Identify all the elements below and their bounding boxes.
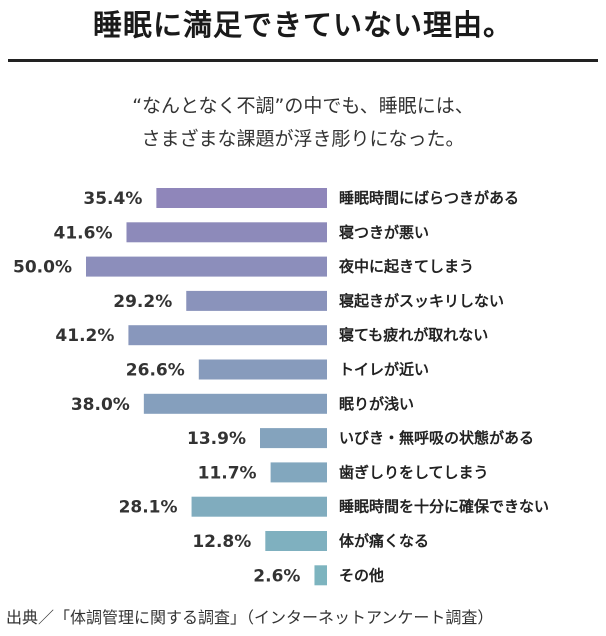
bar [86, 256, 327, 277]
value-label: 11.7% [198, 463, 257, 483]
bar [143, 393, 327, 414]
category-label: トイレが近い [339, 361, 429, 379]
category-label: 歯ぎしりをしてしまう [339, 463, 489, 481]
value-label: 35.4% [83, 189, 142, 209]
value-label: 12.8% [192, 532, 251, 552]
bar [191, 496, 327, 517]
value-label: 2.6% [253, 566, 300, 586]
category-label: 体が痛くなる [339, 532, 429, 550]
category-label: 寝つきが悪い [339, 223, 429, 241]
value-label: 50.0% [13, 258, 72, 278]
bar [186, 290, 327, 311]
chart-title: 睡眠に満足できていない理由。 [92, 8, 513, 42]
bar [128, 325, 327, 346]
chart-subtitle: “なんとなく不調”の中でも、睡眠には、 さまざまな課題が浮き彫りになった。 [0, 90, 606, 156]
bar [260, 428, 327, 449]
value-label: 38.0% [71, 395, 130, 415]
bar [265, 531, 327, 551]
bar [198, 359, 327, 380]
category-label: 寝起きがスッキリしない [339, 292, 504, 310]
value-label: 26.6% [126, 361, 185, 381]
source-footnote: 出典／「体調管理に関する調査」（インターネットアンケート調査） [6, 608, 494, 627]
category-label: 眠りが浅い [339, 395, 414, 413]
value-label: 13.9% [187, 429, 246, 449]
bar [156, 188, 327, 208]
category-label: 寝ても疲れが取れない [339, 326, 488, 344]
category-label: 睡眠時間にばらつきがある [339, 189, 519, 207]
bar [270, 462, 327, 483]
value-label: 28.1% [119, 498, 178, 518]
title-underline [8, 59, 598, 62]
value-label: 29.2% [113, 292, 172, 312]
bar-chart: 35.4% 睡眠時間にばらつきがある 41.6% 寝つきが悪い 50.0% 夜中に起きてし… [13, 188, 549, 586]
category-label: いびき・無呼吸の状態がある [339, 429, 534, 447]
bar [126, 222, 327, 243]
bar [314, 565, 327, 586]
category-label: 睡眠時間を十分に確保できない [339, 498, 549, 516]
category-label: 夜中に起きてしまう [338, 258, 474, 276]
subtitle-line-2: さまざまな課題が浮き彫りになった。 [141, 128, 465, 150]
category-label: その他 [339, 566, 384, 584]
value-label: 41.6% [54, 223, 113, 243]
subtitle-line-1: “なんとなく不調”の中でも、睡眠には、 [132, 95, 474, 117]
value-label: 41.2% [55, 326, 114, 346]
